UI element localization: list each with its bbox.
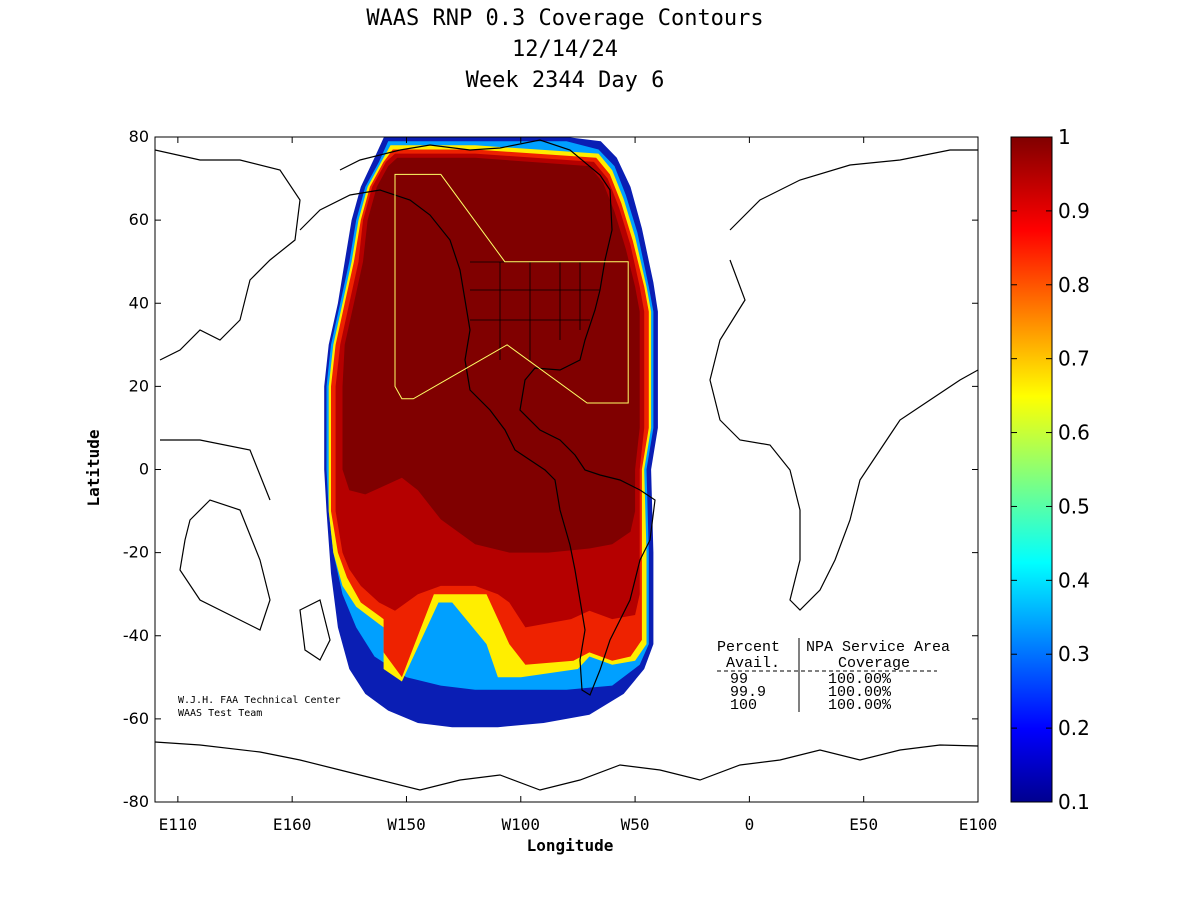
colorbar-tick-label: 0.6	[1058, 421, 1090, 445]
x-tick-label: 0	[745, 815, 755, 834]
y-tick-label: -20	[123, 543, 149, 562]
table-header-coverage: Coverage	[838, 655, 910, 672]
coastlines	[155, 139, 978, 791]
x-axis-label: Longitude	[527, 836, 614, 855]
colorbar-tick-label: 0.5	[1058, 494, 1090, 518]
chart-title-week-day: Week 2344 Day 6	[465, 68, 665, 93]
colorbar-tick-label: 0.4	[1058, 568, 1090, 592]
y-tick-label: -80	[123, 792, 149, 811]
chart-title-date: 12/14/24	[512, 37, 618, 62]
table-header-avail: Avail.	[726, 655, 780, 672]
x-tick-label: W50	[621, 815, 650, 834]
colorbar-tick-label: 0.8	[1058, 273, 1090, 297]
service-area-boundary	[394, 173, 629, 404]
y-tick-label: 40	[129, 293, 149, 312]
x-tick-label: E100	[959, 815, 998, 834]
coverage-contours	[324, 137, 658, 728]
colorbar-tick-label: 0.2	[1058, 716, 1090, 740]
contour-level-1	[342, 157, 640, 553]
colorbar-tick-label: 0.9	[1058, 199, 1090, 223]
colorbar-tick-label: 0.7	[1058, 347, 1090, 371]
axes: E110 E160 W150 W100 W50 0 E50 E100 80 60 40 20 0 -20 -…	[123, 127, 997, 834]
table-row-99-coverage: 100.00%	[828, 671, 892, 688]
y-tick-label: 20	[129, 376, 149, 395]
table-row-100-coverage: 100.00%	[828, 697, 892, 714]
colorbar-tick-label: 1	[1058, 125, 1071, 149]
coastline-north-america	[299, 139, 656, 696]
colorbar-tick-label: 0.3	[1058, 642, 1090, 666]
chart-title-line1: WAAS RNP 0.3 Coverage Contours	[366, 6, 764, 31]
x-tick-label: E110	[159, 815, 198, 834]
table-row-99-percent: 99	[730, 671, 748, 688]
y-tick-label: -60	[123, 709, 149, 728]
colorbar-tick-label: 0.1	[1058, 790, 1090, 814]
colorbar	[1010, 136, 1053, 803]
availability-table: Percent NPA Service Area Avail. Coverage…	[717, 638, 950, 714]
coastline-antarctica	[155, 741, 978, 791]
y-axis-label: Latitude	[84, 429, 103, 506]
table-header-percent: Percent	[717, 639, 780, 656]
y-tick-label: 0	[139, 460, 149, 479]
credit-line1: W.J.H. FAA Technical Center	[178, 695, 341, 706]
colorbar-ticks: 1 0.9 0.8 0.7 0.6 0.5 0.4 0.3 0.2 0.1	[1011, 125, 1090, 814]
table-row-999-percent: 99.9	[730, 684, 766, 701]
credit-line2: WAAS Test Team	[178, 708, 262, 719]
y-tick-label: -40	[123, 626, 149, 645]
table-row-999-coverage: 100.00%	[828, 684, 892, 701]
x-tick-label: W150	[387, 815, 426, 834]
table-row-100-percent: 100	[730, 697, 757, 714]
x-tick-label: E50	[849, 815, 878, 834]
y-tick-label: 60	[129, 210, 149, 229]
coastline-europe-africa	[709, 149, 978, 611]
x-tick-label: W100	[502, 815, 541, 834]
coastline-asia-australia	[155, 149, 331, 661]
table-header-npa: NPA Service Area	[806, 639, 950, 656]
y-tick-label: 80	[129, 127, 149, 146]
x-tick-label: E160	[273, 815, 312, 834]
